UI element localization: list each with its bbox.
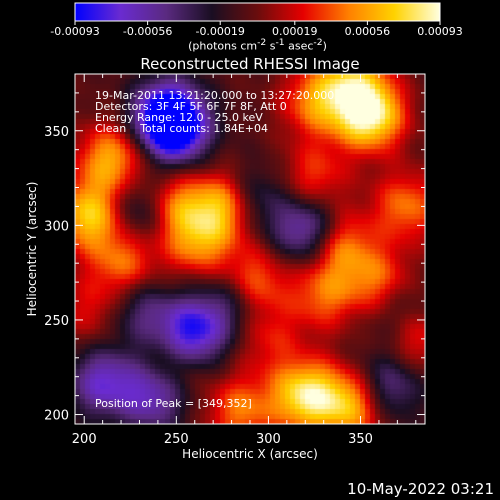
colorbar-tick-label: 0.00093 [417, 25, 463, 38]
y-tick-label: 350 [44, 125, 69, 140]
footer-timestamp: 10-May-2022 03:21 [347, 480, 494, 498]
colorbar-ticks: -0.00093 -0.00056 -0.00019 0.00019 0.00056 0.… [50, 21, 463, 38]
y-axis: 200 250 300 350 [44, 92, 425, 424]
y-tick-label: 200 [44, 409, 69, 424]
y-tick-label: 300 [44, 219, 69, 234]
x-tick-label: 250 [164, 432, 189, 447]
annotation-detectors: Detectors: 3F 4F 5F 6F 7F 8F, Att 0 [95, 100, 287, 113]
annotation-clean-counts: Clean Total counts: 1.84E+04 [95, 122, 268, 135]
y-axis-label: Heliocentric Y (arcsec) [25, 182, 39, 317]
colorbar-tick-label: -0.00019 [195, 25, 244, 38]
colorbar-tick-label: -0.00056 [123, 25, 172, 38]
annotation-energy-range: Energy Range: 12.0 - 25.0 keV [95, 111, 263, 124]
chart-title: Reconstructed RHESSI Image [140, 55, 359, 73]
colorbar-tick-label: 0.00056 [345, 25, 391, 38]
colorbar-tick-label: -0.00093 [50, 25, 99, 38]
heatmap-image [75, 74, 425, 424]
y-tick-label: 250 [44, 314, 69, 329]
colorbar: -0.00093 -0.00056 -0.00019 0.00019 0.00056 0.… [50, 2, 463, 38]
peak-position-label: Position of Peak = [349,352] [95, 397, 252, 410]
x-tick-label: 300 [256, 432, 281, 447]
colorbar-unit-box: (photons cm-2 s-1 asec-2) [188, 37, 327, 52]
x-axis-label: Heliocentric X (arcsec) [182, 447, 318, 461]
x-axis: 200 250 300 350 [72, 74, 417, 447]
annotation-block: 19-Mar-2011 13:21:20.000 to 13:27:20.000… [95, 89, 334, 410]
x-tick-label: 200 [72, 432, 97, 447]
colorbar-tick-label: 0.00019 [272, 25, 318, 38]
x-tick-label: 350 [348, 432, 373, 447]
heatmap-image-box [75, 74, 425, 424]
colorbar-unit-label: (photons cm-2 s-1 asec-2) [188, 37, 327, 52]
colorbar-gradient [74, 2, 441, 22]
annotation-time-range: 19-Mar-2011 13:21:20.000 to 13:27:20.000 [95, 89, 334, 102]
